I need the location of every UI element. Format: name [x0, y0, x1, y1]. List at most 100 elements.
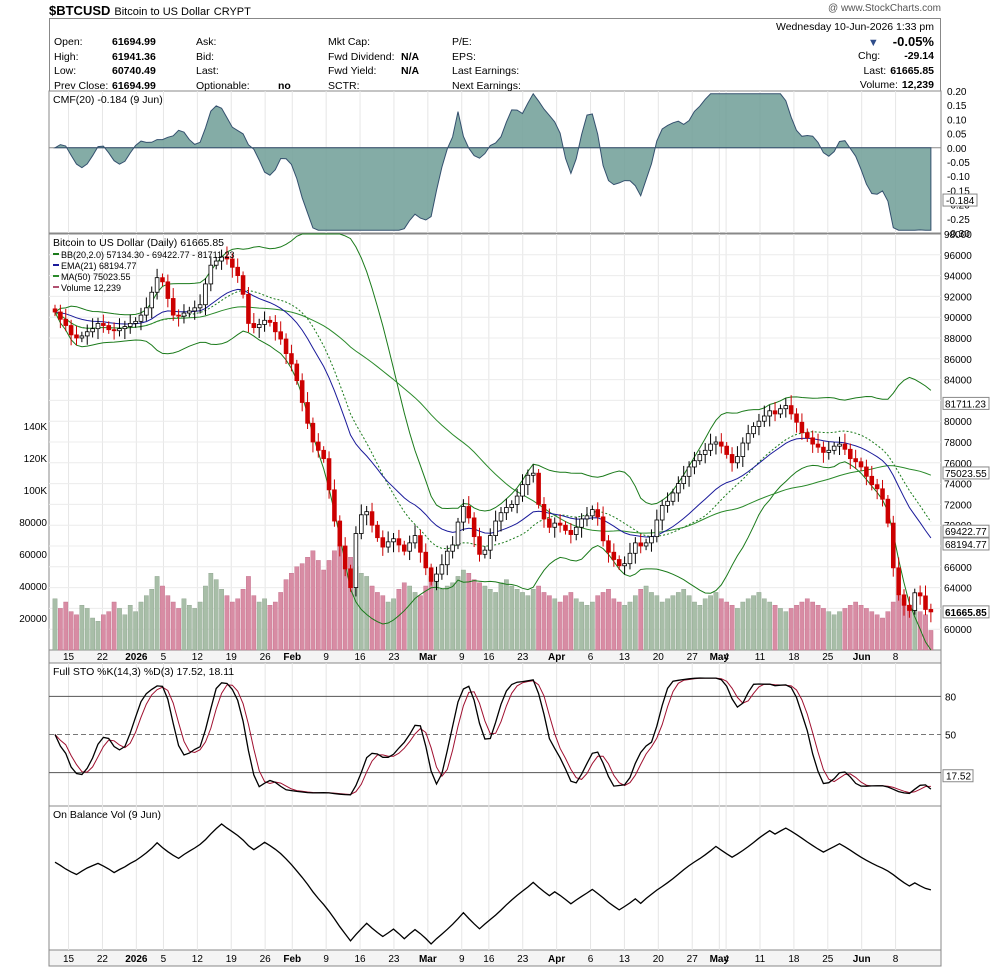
volume-bar: [337, 544, 343, 651]
candle-body: [187, 310, 192, 314]
change-percent: ▼ -0.05%: [867, 34, 934, 49]
volume-bar: [616, 601, 622, 651]
volume-bar: [896, 595, 901, 651]
volume-bar: [686, 595, 692, 651]
quote-field: Fwd Yield: N/A: [328, 65, 419, 77]
volume-bar: [804, 598, 810, 651]
candle-body: [917, 592, 923, 597]
candle-body: [928, 609, 934, 613]
volume-bar: [778, 608, 783, 651]
volume-bar: [251, 595, 257, 651]
volume-bar: [418, 595, 423, 651]
obv-title: On Balance Vol (9 Jun): [53, 809, 161, 821]
x-tick-label: 9: [459, 652, 465, 663]
candle-body: [874, 484, 880, 490]
volume-bar: [332, 550, 337, 651]
x-tick-label: 25: [822, 954, 834, 965]
quote-label: P/E:: [452, 36, 472, 48]
x-tick-label: 2026: [125, 954, 148, 965]
candle-body: [740, 442, 746, 457]
candle-body: [724, 445, 729, 455]
sto-panel-frame: [48, 662, 942, 807]
candle-body: [821, 446, 826, 453]
candle-body: [240, 275, 246, 295]
candle-body: [246, 293, 251, 324]
x-tick-label: Feb: [283, 652, 301, 663]
volume-bar: [568, 592, 574, 651]
candle-body: [111, 329, 117, 332]
volume-bar: [272, 601, 278, 651]
x-tick-label: Mar: [419, 954, 437, 965]
candle-body: [391, 538, 396, 543]
volume-bar: [219, 589, 224, 651]
candle-body: [799, 421, 805, 434]
candle-body: [686, 466, 692, 477]
volume-bar: [643, 585, 649, 651]
quote-field: Next Earnings:: [452, 80, 521, 92]
quote-field: Prev Close: 61694.99: [54, 80, 156, 92]
candle-body: [563, 524, 568, 531]
quote-label: Last:: [863, 64, 887, 77]
volume-bar: [203, 585, 208, 651]
volume-bar: [197, 601, 203, 651]
candle-body: [547, 518, 552, 528]
candle-body: [332, 489, 337, 522]
quote-field: EPS:: [452, 51, 476, 63]
candle-body: [805, 432, 810, 439]
volume-bar: [493, 592, 498, 651]
price-y-tick: 80000: [944, 417, 972, 428]
volume-bar: [181, 598, 187, 651]
volume-bar: [267, 605, 273, 651]
x-tick-label: 12: [192, 954, 204, 965]
candle-body: [487, 535, 493, 551]
quote-label: Low:: [54, 65, 77, 77]
x-tick-label: 19: [226, 954, 238, 965]
last-value-tag: [942, 524, 990, 538]
candle-body: [90, 328, 95, 333]
volume-bar: [299, 563, 305, 651]
price-y-tick: 88000: [944, 334, 972, 345]
x-tick-label: 8: [893, 954, 899, 965]
quote-label: Last:: [196, 65, 219, 77]
x-tick-label: 11: [755, 652, 766, 663]
candle-body: [831, 445, 837, 451]
quote-field-right: Last: 61665.85: [863, 65, 934, 77]
x-tick-label: Mar: [419, 652, 437, 663]
candle-body: [450, 544, 455, 552]
candle-body: [530, 472, 536, 476]
cmf-last-label: -0.184: [946, 196, 975, 207]
volume-bar: [283, 579, 289, 651]
cmf-title: CMF(20) -0.184 (9 Jun): [53, 94, 163, 106]
legend-entry: MA(50) 75023.55: [61, 272, 131, 282]
volume-bar: [165, 595, 171, 651]
candle-body: [633, 542, 638, 554]
x-tick-label: 5: [161, 954, 167, 965]
brand-watermark[interactable]: @ www.StockCharts.com: [828, 3, 941, 14]
candle-body: [842, 443, 848, 450]
volume-bar: [713, 592, 719, 651]
candle-body: [256, 324, 262, 329]
volume-y-tick: 100K: [24, 486, 48, 497]
volume-bar: [90, 617, 95, 651]
x-tick-label: 23: [388, 954, 400, 965]
candle-body: [342, 545, 348, 570]
volume-bar: [864, 608, 869, 651]
candle-body: [58, 311, 63, 320]
quote-field: Optionable: no: [196, 80, 291, 92]
volume-bar: [557, 601, 563, 651]
candle-body: [138, 314, 144, 322]
volume-bar: [917, 611, 923, 651]
volume-bar: [514, 589, 520, 651]
volume-bar: [681, 589, 687, 651]
volume-bar: [756, 592, 762, 651]
volume-bar: [487, 589, 493, 651]
volume-bar: [106, 611, 112, 651]
x-tick-label: 12: [192, 652, 204, 663]
candle-body: [890, 522, 896, 569]
candle-body: [713, 441, 719, 445]
volume-bar: [751, 595, 756, 651]
candle-body: [853, 458, 858, 463]
candle-body: [299, 380, 305, 403]
candle-body: [826, 449, 832, 453]
candle-body: [219, 256, 224, 262]
